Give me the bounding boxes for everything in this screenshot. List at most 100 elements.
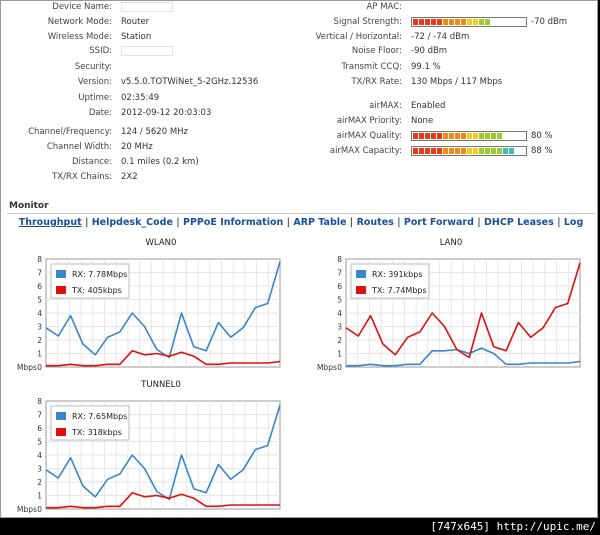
field-label: airMAX Priority: — [336, 116, 402, 126]
level-segment — [467, 148, 472, 154]
field-label: Channel/Frequency: — [28, 127, 112, 137]
tab-separator: | — [81, 217, 92, 228]
y-tick-label: 5 — [37, 296, 42, 305]
y-tick-label: 3 — [37, 465, 42, 474]
chart-title-wlan0: WLAN0 — [145, 238, 177, 248]
tab-log[interactable]: Log — [563, 217, 584, 228]
level-segment — [431, 148, 436, 154]
y-axis-label: Mbps — [17, 363, 37, 372]
status-page: Device Name: Network Mode: Router Wireless … — [0, 0, 598, 518]
y-tick-label: 5 — [337, 296, 342, 305]
level-segment — [449, 148, 454, 154]
y-tick-label: 4 — [37, 309, 42, 318]
tab-separator: | — [172, 217, 183, 228]
field-value: 2012-09-12 20:03:03 — [121, 108, 212, 118]
y-tick-label: 1 — [37, 350, 42, 359]
field-value: Enabled — [411, 101, 446, 111]
level-segment — [479, 148, 484, 154]
y-tick-label: 3 — [37, 323, 42, 332]
series-line-tx — [46, 492, 280, 509]
tab-routes[interactable]: Routes — [356, 217, 394, 228]
level-segment — [497, 133, 502, 139]
tab-port-forward[interactable]: Port Forward — [403, 217, 474, 228]
legend-entry: TX: 7.74Mbps — [371, 286, 427, 295]
level-segment — [467, 19, 472, 25]
level-segment — [455, 19, 460, 25]
series-line-rx — [346, 347, 581, 367]
tab-dhcp-leases[interactable]: DHCP Leases — [484, 217, 554, 228]
chart-title-lan0: LAN0 — [439, 238, 463, 248]
field-label: Security: — [74, 62, 112, 72]
y-tick-label: 2 — [37, 478, 42, 487]
chart-tunnel0: 0 1 2 3 4 5 6 7 8 Mbps RX: 7.65Mbps TX: 318kbps — [17, 397, 281, 514]
watermark: [747x645] http://upic.me/ — [430, 520, 596, 533]
y-tick-label: 7 — [337, 269, 342, 278]
level-segment — [485, 148, 490, 154]
field-label: Date: — [88, 108, 112, 118]
level-segment — [479, 19, 484, 25]
level-segment — [485, 133, 490, 139]
y-tick-label: 5 — [37, 438, 42, 447]
level-segment — [491, 133, 496, 139]
field-label: TX/RX Chains: — [52, 172, 112, 182]
level-segment — [419, 148, 424, 154]
level-segment — [473, 148, 478, 154]
field-value: 0.1 miles (0.2 km) — [121, 157, 199, 167]
level-segment — [473, 133, 478, 139]
y-tick-label: 2 — [337, 336, 342, 345]
tab-separator: | — [553, 217, 564, 228]
level-meter — [411, 146, 527, 156]
y-tick-label: 0 — [37, 505, 42, 514]
field-value: 124 / 5620 MHz — [121, 127, 189, 137]
field-value: v5.5.0.TOTWiNet_5-2GHz.12536 — [121, 77, 259, 87]
series-line-rx — [45, 261, 281, 359]
tab-throughput[interactable]: Throughput — [18, 217, 82, 228]
level-segment — [455, 148, 460, 154]
field-value: 20 MHz — [121, 142, 153, 152]
tab-separator: | — [393, 217, 404, 228]
field-label: Noise Floor: — [351, 46, 402, 56]
legend-swatch — [56, 270, 66, 278]
legend-swatch — [56, 286, 66, 294]
level-segment — [509, 148, 514, 154]
level-segment — [497, 148, 502, 154]
field-value: -70 dBm — [531, 17, 568, 27]
level-segment — [413, 133, 418, 139]
level-segment — [437, 148, 442, 154]
field-label: Wireless Mode: — [47, 32, 112, 42]
legend-entry: RX: 7.78Mbps — [72, 270, 127, 279]
level-segment — [437, 19, 442, 25]
tab-arp-table[interactable]: ARP Table — [293, 217, 347, 228]
y-tick-label: 8 — [337, 255, 342, 264]
y-tick-label: 8 — [37, 255, 42, 264]
level-segment — [425, 19, 430, 25]
y-tick-label: 0 — [37, 363, 42, 372]
y-tick-label: 7 — [37, 269, 42, 278]
field-value: 99.1 % — [411, 62, 441, 72]
level-segment — [419, 133, 424, 139]
legend-swatch — [56, 428, 66, 436]
level-segment — [491, 148, 496, 154]
y-tick-label: 6 — [337, 282, 342, 291]
level-segment — [419, 19, 424, 25]
series-line-rx — [45, 404, 281, 501]
field-value: 02:35:49 — [121, 93, 160, 103]
tab-pppoe-information[interactable]: PPPoE Information — [183, 217, 284, 228]
level-segment — [449, 133, 454, 139]
chart-wlan0: 0 1 2 3 4 5 6 7 8 Mbps RX: 7.78Mbps TX: 405kbps — [17, 255, 281, 372]
level-segment — [485, 19, 490, 25]
level-segment — [461, 133, 466, 139]
level-segment — [461, 148, 466, 154]
level-segment — [443, 148, 448, 154]
redacted-value — [121, 2, 173, 12]
field-label: Transmit CCQ: — [341, 62, 402, 72]
y-tick-label: 3 — [337, 323, 342, 332]
field-label: TX/RX Rate: — [351, 77, 402, 87]
field-value: -72 / -74 dBm — [411, 32, 470, 42]
y-tick-label: 2 — [37, 336, 42, 345]
field-label: airMAX Capacity: — [329, 146, 402, 156]
legend-entry: RX: 391kbps — [372, 270, 423, 279]
field-label: Version: — [77, 77, 112, 87]
level-segment — [503, 148, 508, 154]
tab-helpdesk-code[interactable]: Helpdesk_Code — [91, 217, 173, 228]
